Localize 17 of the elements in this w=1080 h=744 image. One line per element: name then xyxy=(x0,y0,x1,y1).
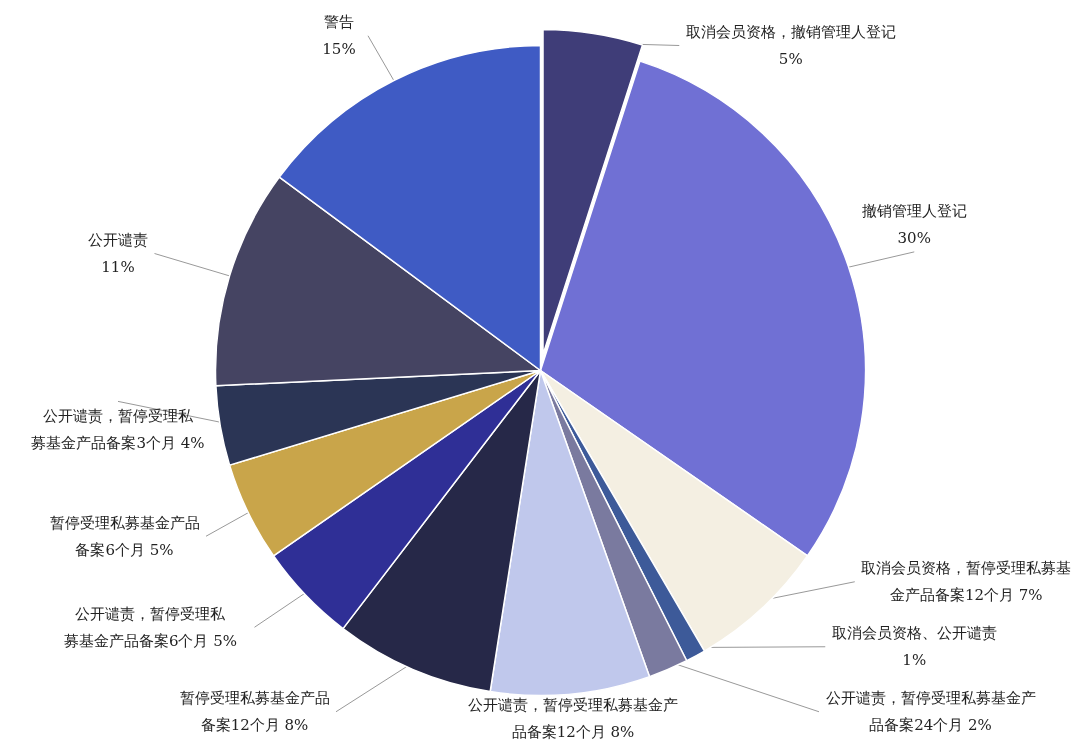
slice-label: 暂停受理私募基金产品备案6个月 5% xyxy=(49,513,200,559)
data-label: 5% xyxy=(778,50,803,68)
slice-label: 公开谴责，暂停受理私募基金产品备案6个月 5% xyxy=(63,604,238,650)
data-label: 11% xyxy=(101,258,135,276)
data-label: 30% xyxy=(897,228,931,247)
data-label: 15% xyxy=(322,40,356,59)
slice-label: 取消会员资格，撤销管理人登记 xyxy=(685,23,896,41)
slice-label: 取消会员资格、公开谴责 xyxy=(831,624,997,643)
slice-label: 撤销管理人登记 xyxy=(861,201,967,220)
slice-label: 公开谴责，暂停受理私募基金产品备案3个月 4% xyxy=(31,406,205,452)
slice-label: 公开谴责，暂停受理私募基金产品备案24个月 2% xyxy=(825,689,1036,735)
slice-label: 公开谴责，暂停受理私募基金产品备案12个月 8% xyxy=(468,695,678,741)
slice-label: 警告 xyxy=(324,13,354,32)
slice-label: 取消会员资格，暂停受理私募基金产品备案12个月 7% xyxy=(861,559,1072,605)
slice-label: 公开谴责 xyxy=(88,231,148,249)
slice-label: 暂停受理私募基金产品备案12个月 8% xyxy=(179,689,330,735)
data-label: 1% xyxy=(902,651,927,670)
